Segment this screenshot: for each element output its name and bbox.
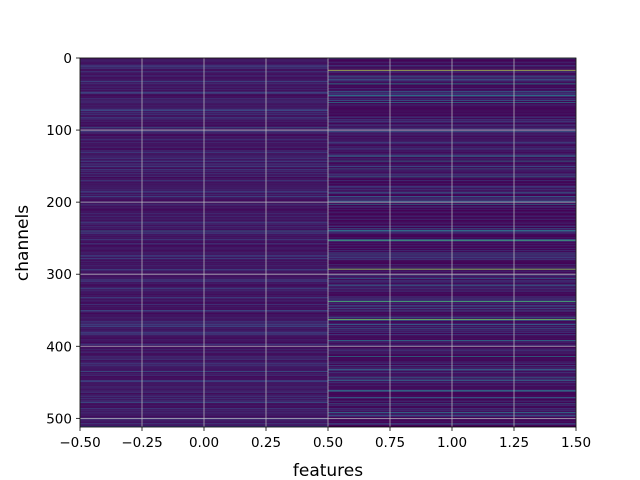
x-tick-label: 1.00 xyxy=(437,435,467,451)
y-tick-label: 500 xyxy=(46,411,72,427)
x-tick-label: −0.25 xyxy=(121,435,162,451)
y-axis-label: channels xyxy=(13,205,33,281)
x-tick-label: 0.50 xyxy=(313,435,343,451)
x-tick-label: 0.75 xyxy=(375,435,405,451)
x-axis-label: features xyxy=(293,461,363,480)
x-tick-label: 1.25 xyxy=(499,435,529,451)
x-tick-label: −0.50 xyxy=(59,435,100,451)
x-tick-label: 1.50 xyxy=(561,435,591,451)
x-tick-label: 0.25 xyxy=(251,435,281,451)
y-tick-label: 300 xyxy=(46,267,72,283)
y-tick-label: 100 xyxy=(46,123,72,139)
y-tick-label: 200 xyxy=(46,195,72,211)
y-tick-label: 400 xyxy=(46,339,72,355)
x-axis: −0.50 −0.25 0.00 0.25 0.50 0.75 1.00 1.25 1.50 xyxy=(59,427,591,451)
y-tick-label: 0 xyxy=(63,51,72,67)
y-axis: 0 100 200 300 400 500 xyxy=(46,51,80,427)
x-tick-label: 0.00 xyxy=(189,435,219,451)
